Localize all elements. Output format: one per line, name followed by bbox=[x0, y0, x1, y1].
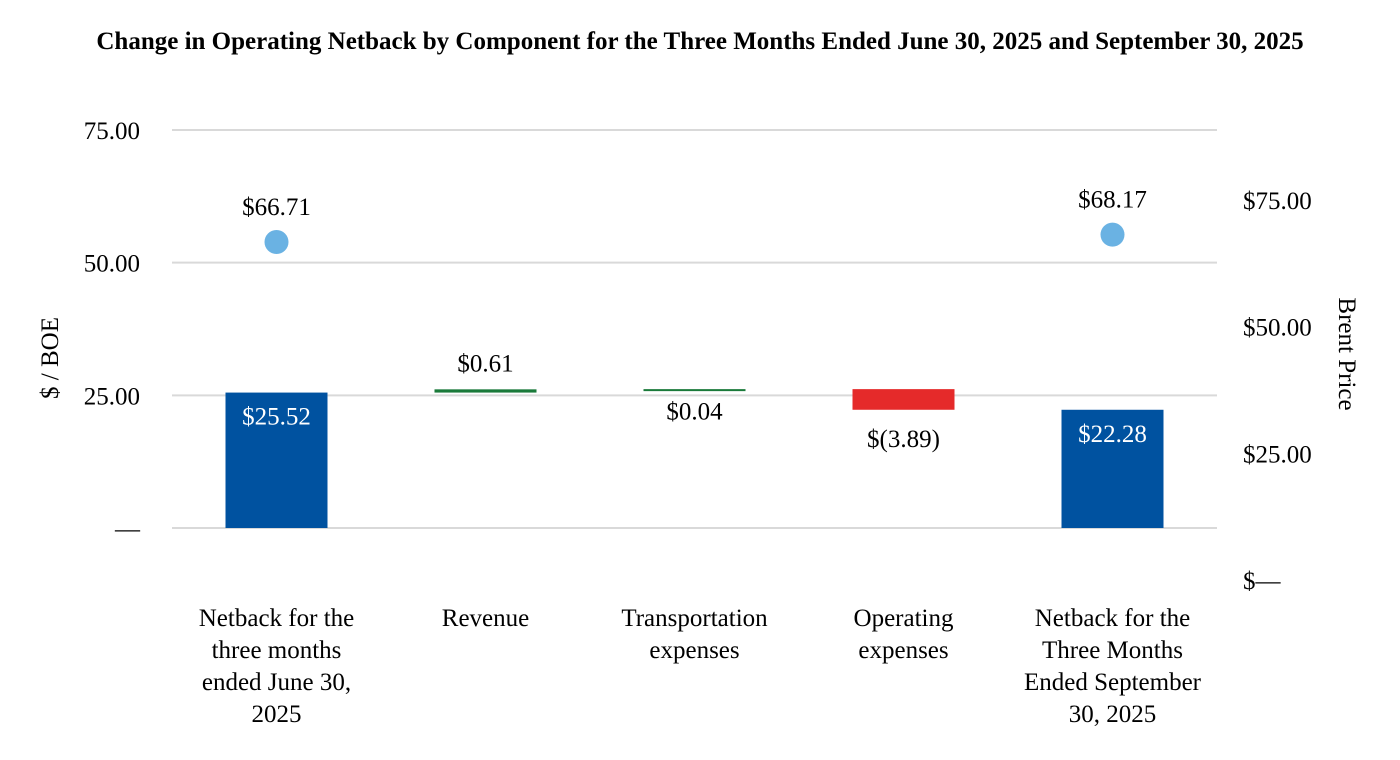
chart-title: Change in Operating Netback by Component… bbox=[96, 28, 1304, 55]
category-label-line: Operating bbox=[854, 605, 954, 632]
category-label-line: Transportation bbox=[621, 605, 768, 632]
category-label: Netback for the Three Months Ended Septemb… bbox=[1024, 605, 1202, 728]
right-tick-label: $— bbox=[1243, 568, 1282, 595]
brent-price-label: $66.71 bbox=[242, 194, 311, 221]
bar-data-label: $0.04 bbox=[666, 398, 723, 425]
category-label-line: 2025 bbox=[252, 701, 302, 728]
bar-data-label: $0.61 bbox=[457, 350, 513, 377]
category-label: Transportation expenses bbox=[621, 605, 768, 664]
left-tick-label: 50.00 bbox=[84, 251, 140, 278]
bar bbox=[643, 389, 746, 392]
brent-price-label: $68.17 bbox=[1078, 187, 1147, 214]
left-tick-label: 75.00 bbox=[84, 118, 140, 145]
category-label-line: Revenue bbox=[442, 605, 529, 632]
category-label-line: Netback for the bbox=[1035, 605, 1190, 632]
right-tick-label: $75.00 bbox=[1243, 188, 1312, 215]
bar-data-label: $(3.89) bbox=[867, 426, 940, 453]
right-axis-title: Brent Price bbox=[1333, 297, 1360, 410]
brent-price-point bbox=[1100, 222, 1125, 247]
bar bbox=[1061, 409, 1164, 528]
category-label-line: ended June 30, bbox=[202, 669, 351, 696]
right-tick-label: $50.00 bbox=[1243, 315, 1312, 342]
category-label-line: expenses bbox=[649, 637, 739, 664]
category-label-line: three months bbox=[212, 637, 342, 664]
bar bbox=[434, 389, 537, 393]
category-label-line: Ended September bbox=[1024, 669, 1202, 696]
left-tick-label: 25.00 bbox=[84, 383, 140, 410]
category-label-line: 30, 2025 bbox=[1069, 701, 1157, 728]
brent-price-point bbox=[264, 230, 289, 255]
left-axis-title: $ / BOE bbox=[37, 317, 64, 399]
category-label-line: Netback for the bbox=[199, 605, 354, 632]
category-label-line: Three Months bbox=[1042, 637, 1183, 664]
category-label: Revenue bbox=[442, 605, 529, 632]
category-label-line: expenses bbox=[858, 637, 948, 664]
bar-data-label: $22.28 bbox=[1078, 421, 1147, 448]
left-tick-label: — bbox=[114, 516, 141, 543]
right-tick-label: $25.00 bbox=[1243, 441, 1312, 468]
category-label: Netback for the three months ended June 30… bbox=[199, 605, 354, 728]
category-label: Operating expenses bbox=[854, 605, 954, 664]
bar bbox=[225, 392, 328, 528]
bar bbox=[852, 389, 955, 410]
bar-data-label: $25.52 bbox=[242, 404, 311, 431]
